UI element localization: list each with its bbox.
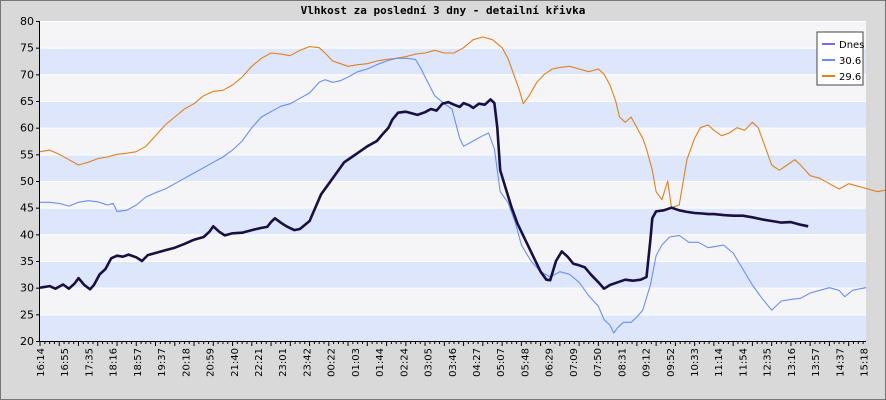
x-tick-label: 05:07: [496, 348, 507, 377]
x-tick-label: 11:54: [738, 348, 749, 377]
legend: Dnes 30.6 29.6: [816, 31, 864, 86]
y-tick-label: 40: [20, 228, 34, 241]
x-tick-label: 15:18: [860, 348, 871, 377]
x-tick-label: 07:50: [593, 348, 604, 377]
series-layer: [39, 36, 886, 334]
x-tick-label: 02:24: [399, 348, 410, 377]
y-tick-label: 30: [20, 282, 34, 295]
x-tick-label: 16:14: [36, 348, 47, 377]
plot-band: [40, 207, 866, 235]
plot-band: [40, 314, 866, 341]
y-tick-label: 25: [20, 308, 34, 321]
y-tick-label: 80: [20, 15, 34, 28]
x-tick-label: 18:57: [133, 348, 144, 377]
plot-band: [40, 261, 866, 288]
y-tick-label: 65: [20, 95, 34, 108]
x-tick-label: 22:21: [254, 348, 265, 377]
x-tick-label: 00:22: [327, 348, 338, 377]
legend-label: 30.6: [839, 56, 861, 67]
series-line: [40, 57, 867, 334]
chart-title: Vlhkost za poslední 3 dny - detailní kři…: [301, 4, 586, 17]
legend-label: Dnes: [839, 40, 864, 51]
x-tick-label: 18:16: [109, 348, 120, 377]
plot-band: [40, 154, 866, 181]
x-tick-label: 09:52: [666, 348, 677, 377]
x-tick-label: 05:48: [520, 348, 531, 377]
y-tick-label: 70: [20, 68, 34, 81]
x-tick-label: 21:40: [230, 348, 241, 377]
x-tick-label: 01:44: [375, 348, 386, 377]
y-tick-label: 60: [20, 122, 34, 135]
y-tick-label: 35: [20, 255, 34, 268]
x-tick-label: 03:05: [424, 348, 435, 377]
y-tick-label: 50: [20, 175, 34, 188]
x-tick-label: 17:35: [84, 348, 95, 377]
x-tick-label: 20:59: [206, 348, 217, 377]
y-tick-label: 55: [20, 148, 34, 161]
x-tick-label: 14:37: [835, 348, 846, 377]
series-line: [39, 98, 809, 291]
x-tick-label: 23:42: [302, 348, 313, 377]
x-tick-label: 06:29: [545, 348, 556, 377]
x-tick-label: 04:27: [472, 348, 483, 377]
legend-label: 29.6: [839, 72, 861, 83]
x-tick-label: 03:46: [448, 348, 459, 377]
x-tick-label: 10:33: [690, 348, 701, 377]
x-tick-label: 16:55: [60, 348, 71, 377]
x-tick-label: 12:35: [763, 348, 774, 377]
plot-band: [40, 47, 866, 75]
x-tick-label: 11:14: [714, 348, 725, 377]
y-tick-label: 45: [20, 202, 34, 215]
y-tick-label: 75: [20, 42, 34, 55]
x-tick-label: 13:57: [811, 348, 822, 377]
x-tick-label: 23:01: [278, 348, 289, 377]
axes: 20 25 30 35 40 45 50 55 60 65 70 75 80 16:14 16:55 17:3…: [20, 15, 871, 377]
x-tick-label: 07:09: [569, 348, 580, 377]
x-tick-label: 08:31: [617, 348, 628, 377]
x-tick-label: 01:03: [351, 348, 362, 377]
x-tick-label: 09:12: [642, 348, 653, 377]
y-tick-label: 20: [20, 335, 34, 348]
x-tick-label: 20:18: [181, 348, 192, 377]
x-tick-label: 19:37: [157, 348, 168, 377]
series-line: [39, 36, 886, 209]
x-tick-label: 13:16: [787, 348, 798, 377]
